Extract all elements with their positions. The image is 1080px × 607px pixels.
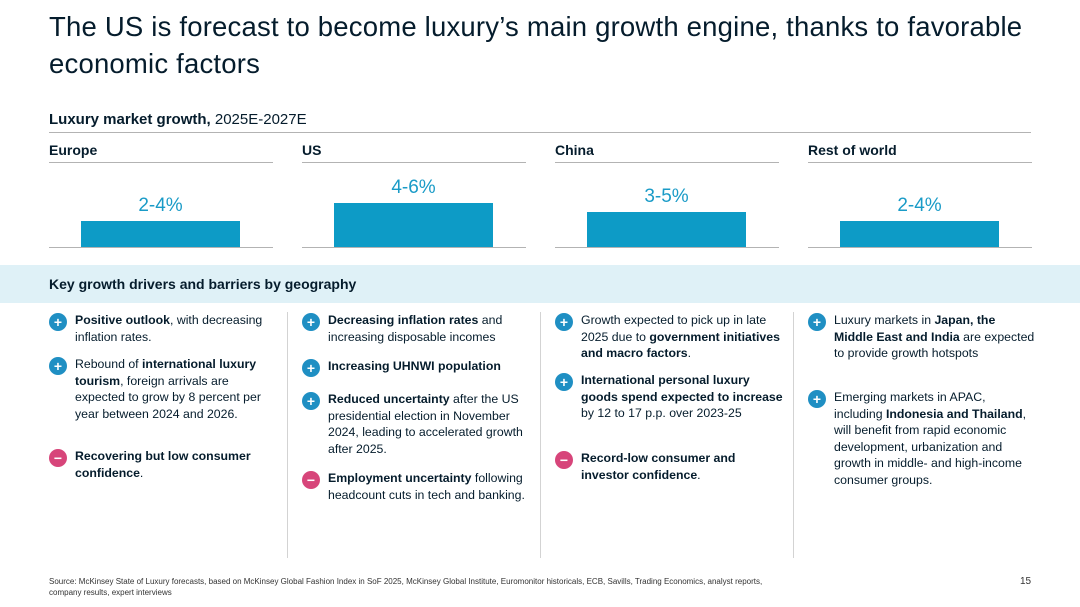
growth-barrier: − Record-low consumer and investor confid…: [555, 450, 783, 483]
chart-baseline: [555, 247, 779, 248]
growth-driver: + Positive outlook, with decreasing infla…: [49, 312, 277, 345]
plus-icon: +: [302, 392, 320, 410]
item-text: Emerging markets in APAC, including Indo…: [834, 390, 1027, 487]
minus-icon: −: [49, 449, 67, 467]
region-underline: [49, 162, 273, 163]
growth-driver: + Emerging markets in APAC, including Ind…: [808, 389, 1036, 488]
growth-driver: + International personal luxury goods spe…: [555, 372, 783, 422]
source-note: Source: McKinsey State of Luxury forecas…: [49, 577, 763, 597]
item-text: Record-low consumer and investor confide…: [581, 451, 736, 482]
chart-subtitle-bold: Luxury market growth,: [49, 111, 211, 128]
chart-subtitle: Luxury market growth, 2025E-2027E: [49, 110, 307, 130]
bar-data-label: 2-4%: [897, 195, 942, 216]
growth-driver: + Reduced uncertainty after the US presid…: [302, 391, 530, 457]
item-text: Decreasing inflation rates and increasin…: [328, 313, 503, 344]
bar: [840, 221, 999, 247]
item-text: Reduced uncertainty after the US preside…: [328, 392, 523, 456]
item-text: Employment uncertainty following headcou…: [328, 471, 525, 502]
growth-driver: + Increasing UHNWI population: [302, 358, 530, 377]
chart-baseline: [302, 247, 526, 248]
item-text: Increasing UHNWI population: [328, 359, 501, 373]
column-divider: [540, 312, 541, 558]
plus-icon: +: [808, 390, 826, 408]
growth-driver: + Growth expected to pick up in late 2025…: [555, 312, 783, 362]
bar-data-label: 4-6%: [391, 177, 436, 198]
page-title: The US is forecast to become luxury’s ma…: [49, 11, 1023, 79]
page-number: 15: [1020, 576, 1032, 587]
item-text: Positive outlook, with decreasing inflat…: [75, 313, 263, 344]
divider-line: [49, 132, 1031, 133]
chart-column: US 4-6%: [302, 140, 526, 250]
region-underline: [555, 162, 779, 163]
plus-icon: +: [555, 373, 573, 391]
column-divider: [287, 312, 288, 558]
bar-data-label: 3-5%: [644, 186, 689, 207]
chart-column: Europe 2-4%: [49, 140, 273, 250]
item-text: Rebound of international luxury tourism,…: [75, 357, 261, 421]
growth-barrier: − Employment uncertainty following headco…: [302, 470, 530, 503]
plus-icon: +: [49, 313, 67, 331]
region-label: US: [302, 142, 322, 158]
item-text: Recovering but low consumer confidence.: [75, 449, 251, 480]
bar: [587, 212, 746, 247]
plus-icon: +: [555, 313, 573, 331]
item-text: Growth expected to pick up in late 2025 …: [581, 313, 780, 360]
bar-data-label: 2-4%: [138, 195, 183, 216]
region-label: China: [555, 142, 594, 158]
chart-baseline: [808, 247, 1032, 248]
growth-driver: + Luxury markets in Japan, the Middle Eas…: [808, 312, 1036, 362]
growth-barrier: − Recovering but low consumer confidence.: [49, 448, 277, 481]
plus-icon: +: [49, 357, 67, 375]
region-underline: [808, 162, 1032, 163]
plus-icon: +: [808, 313, 826, 331]
chart-column: China 3-5%: [555, 140, 779, 250]
chart-column: Rest of world 2-4%: [808, 140, 1032, 250]
region-underline: [302, 162, 526, 163]
bar: [334, 203, 493, 247]
plus-icon: +: [302, 313, 320, 331]
region-label: Europe: [49, 142, 98, 158]
column-divider: [793, 312, 794, 558]
item-text: Luxury markets in Japan, the Middle East…: [834, 313, 1035, 360]
minus-icon: −: [302, 471, 320, 489]
plus-icon: +: [302, 359, 320, 377]
drivers-band: [0, 265, 1080, 303]
minus-icon: −: [555, 451, 573, 469]
growth-driver: + Decreasing inflation rates and increasi…: [302, 312, 530, 345]
region-label: Rest of world: [808, 142, 897, 158]
growth-driver: + Rebound of international luxury tourism…: [49, 356, 277, 422]
bar: [81, 221, 240, 247]
drivers-heading: Key growth drivers and barriers by geogr…: [49, 276, 357, 292]
chart-subtitle-period: 2025E-2027E: [210, 111, 307, 128]
chart-baseline: [49, 247, 273, 248]
item-text: International personal luxury goods spen…: [581, 373, 783, 420]
